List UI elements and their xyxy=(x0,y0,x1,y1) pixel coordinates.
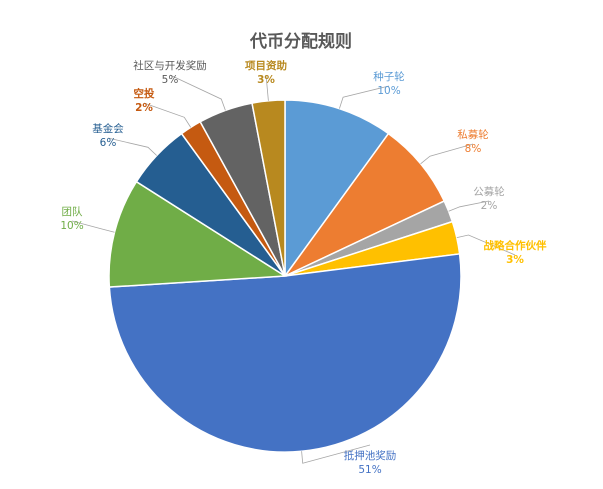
leader-line-2 xyxy=(420,143,474,165)
slice-percent-label-9: 5% xyxy=(162,74,179,86)
slice-percent-label-2: 8% xyxy=(465,143,482,155)
slice-percent-label-5: 51% xyxy=(358,464,381,476)
leader-line-5 xyxy=(301,444,371,464)
chart-title: 代币分配规则 xyxy=(249,31,352,52)
leader-line-3 xyxy=(448,200,490,212)
pie-slice-2 xyxy=(284,132,446,277)
slice-name-label-8: 空投 xyxy=(134,87,155,100)
slice-percent-label-3: 2% xyxy=(481,200,498,212)
slice-name-label-9: 社区与开发奖励 xyxy=(133,59,207,72)
leader-line-10 xyxy=(265,74,269,101)
leader-line-9 xyxy=(169,74,226,111)
slice-name-label-3: 公募轮 xyxy=(473,185,505,198)
slice-percent-label-8: 2% xyxy=(135,102,153,114)
pie-slice-1 xyxy=(284,99,390,279)
slice-name-label-1: 种子轮 xyxy=(373,70,405,83)
slice-name-label-7: 基金会 xyxy=(92,122,124,135)
slice-percent-label-10: 3% xyxy=(257,74,275,86)
leader-line-8 xyxy=(143,102,192,128)
pie-slice-6 xyxy=(108,180,288,288)
slice-name-label-6: 团队 xyxy=(62,205,83,218)
slice-name-label-5: 抵押池奖励 xyxy=(344,449,397,462)
leader-line-1 xyxy=(339,85,390,109)
data-labels: 种子轮 10% 私募轮 8% 公募轮 2% 战略合作伙伴 3% 抵押池奖励 51% 团队 10% 基金会… xyxy=(60,59,547,476)
slice-percent-label-7: 6% xyxy=(100,137,117,149)
slice-percent-label-1: 10% xyxy=(377,85,400,97)
slice-name-label-10: 项目资助 xyxy=(245,59,287,72)
leader-lines xyxy=(71,74,516,464)
leader-line-7 xyxy=(107,137,157,156)
slice-percent-label-6: 10% xyxy=(60,220,83,232)
slice-name-label-2: 私募轮 xyxy=(457,128,489,141)
slice-percent-label-4: 3% xyxy=(506,254,524,266)
leader-line-6 xyxy=(71,220,115,233)
leader-line-4 xyxy=(456,234,516,256)
pie-slices xyxy=(108,99,462,453)
slice-name-label-4: 战略合作伙伴 xyxy=(484,239,547,252)
